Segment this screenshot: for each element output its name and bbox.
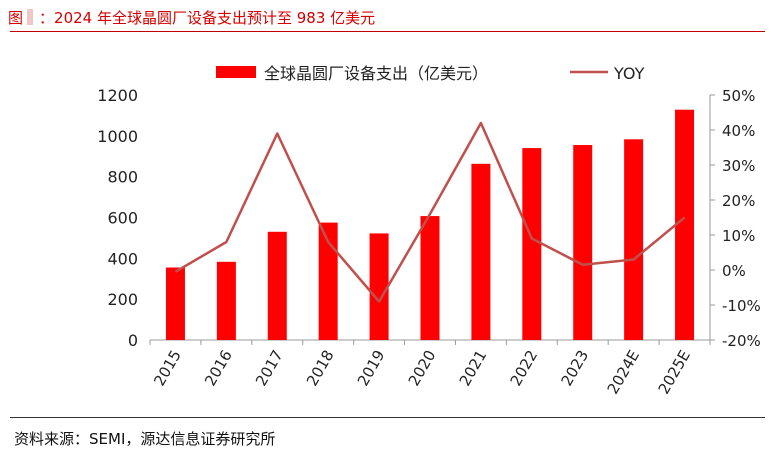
x-tick-label: 2022 (507, 347, 542, 389)
x-tick-label: 2024E (604, 347, 643, 397)
source-note: 资料来源：SEMI，源达信息证券研究所 (14, 430, 276, 448)
right-tick-label: 30% (722, 157, 755, 175)
chart-canvas: -20% -10% 0% 10% 20% 30% 40% 50% 0 200 400 600 800 10… (97, 64, 761, 397)
legend-label-line: YOY (613, 64, 645, 83)
left-tick-label: 1200 (97, 86, 138, 105)
x-tick-label: 2020 (405, 347, 440, 389)
right-tick-label: 50% (722, 87, 755, 105)
bar (573, 145, 593, 340)
x-tick-label: 2015 (150, 347, 185, 389)
left-tick-label: 200 (107, 290, 138, 309)
left-tick-label: 800 (107, 168, 138, 187)
x-tick-label: 2019 (354, 347, 389, 389)
bar (165, 267, 185, 340)
title-separator: ： (39, 8, 55, 27)
bar (522, 148, 542, 340)
footer-rule (10, 417, 765, 418)
left-tick-label: 400 (107, 249, 138, 268)
left-tick-label: 0 (128, 331, 138, 350)
legend-label-bar: 全球晶圆厂设备支出（亿美元） (264, 64, 488, 83)
bar (216, 261, 236, 340)
chart-title: 2024 年全球晶圆厂设备支出预计至 983 亿美元 (54, 8, 376, 27)
right-tick-label: 10% (722, 227, 755, 245)
right-tick-label: 0% (722, 262, 746, 280)
bar (267, 231, 287, 340)
right-tick-label: 40% (722, 122, 755, 140)
figure-label: 图 (8, 8, 24, 27)
right-tick-label: 20% (722, 192, 755, 210)
legend: 全球晶圆厂设备支出（亿美元） YOY (216, 64, 645, 83)
legend-swatch-bar (216, 66, 256, 78)
x-tick-label: 2016 (201, 347, 236, 389)
title-marker (27, 9, 34, 25)
bar-series (165, 109, 695, 340)
title-rule (10, 31, 765, 32)
bar (369, 233, 389, 340)
right-tick-label: -20% (722, 332, 761, 350)
bar (420, 216, 440, 340)
yoy-series (174, 121, 686, 303)
bar (318, 222, 338, 340)
bar (675, 109, 695, 340)
right-tick-label: -10% (722, 297, 761, 315)
x-tick-label: 2025E (655, 347, 694, 397)
bar (624, 139, 644, 340)
x-tick-label: 2017 (252, 347, 287, 389)
x-tick-label: 2018 (303, 347, 338, 389)
left-tick-label: 600 (107, 209, 138, 228)
left-tick-label: 1000 (97, 127, 138, 146)
x-tick-label: 2021 (456, 347, 491, 389)
figure-title: 图 ： 2024 年全球晶圆厂设备支出预计至 983 亿美元 (8, 4, 375, 30)
x-tick-label: 2023 (558, 347, 593, 389)
bar (471, 163, 491, 340)
